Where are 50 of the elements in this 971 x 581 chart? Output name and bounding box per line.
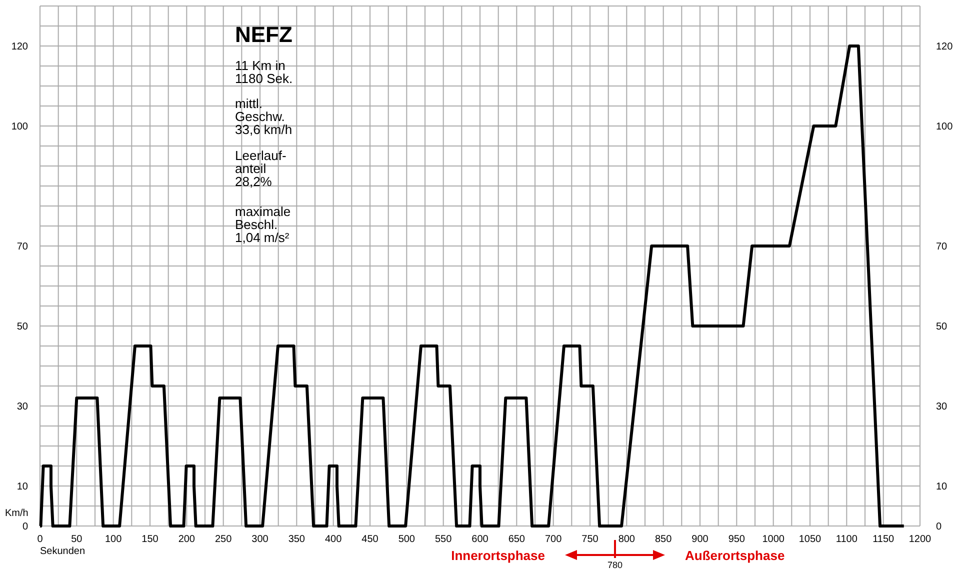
x-tick-label: 550	[434, 534, 452, 545]
y2-tick-label: 120	[936, 42, 954, 52]
y-tick-label: 30	[16, 402, 28, 412]
y-tick-label: 50	[16, 322, 28, 332]
x-tick-label: 300	[252, 534, 269, 545]
y2-tick-label: 30	[936, 402, 948, 412]
x-tick-label: 1000	[762, 534, 785, 545]
y2-tick-label: 50	[936, 322, 948, 332]
annotation: mittl. Geschw. 33,6 km/h	[235, 96, 292, 137]
x-tick-label: 800	[618, 534, 636, 545]
y2-tick-label: 70	[936, 242, 948, 252]
x-tick-label: 1200	[908, 534, 932, 545]
x-tick-label: 850	[654, 534, 672, 545]
x-tick-label: 1100	[836, 534, 858, 545]
x-tick-label: 150	[142, 534, 159, 545]
y-tick-label: 70	[16, 242, 28, 252]
y-tick-label: 100	[11, 122, 28, 132]
x-tick-label: 750	[582, 534, 599, 545]
annotation: maximale Beschl. 1,04 m/s²	[235, 204, 291, 245]
y2-tick-label: 100	[936, 122, 954, 132]
y-tick-label: 0	[22, 522, 28, 532]
x-tick-label: 100	[104, 534, 122, 545]
x-tick-label: 50	[71, 534, 83, 545]
x-tick-label: 900	[692, 534, 709, 545]
x-tick-label: 1150	[872, 534, 895, 545]
x-tick-label: 0	[37, 534, 44, 545]
x-tick-label: 250	[214, 534, 232, 545]
y-tick-label: 10	[16, 482, 28, 492]
x-tick-label: 450	[362, 534, 379, 545]
x-axis-title: Sekunden	[40, 546, 86, 557]
y2-tick-label: 0	[936, 522, 942, 532]
text: Innerortsphase	[451, 548, 545, 563]
text: Außerortsphase	[685, 548, 785, 563]
x-tick-label: 600	[472, 534, 489, 545]
x-tick-label: 200	[178, 534, 196, 545]
line-series	[38, 44, 906, 528]
x-tick-label: 350	[288, 534, 306, 545]
y-tick-label: 120	[11, 42, 28, 52]
annotation: Leerlauf- anteil 28,2%	[235, 148, 286, 189]
y-axis-title: Km/h	[5, 508, 28, 519]
x-tick-label: 650	[508, 534, 526, 545]
text: NEFZ	[235, 22, 292, 47]
x-tick-label: 700	[544, 534, 562, 545]
x-tick-label: 500	[398, 534, 416, 545]
x-tick-label: 950	[728, 534, 746, 545]
annotation: 11 Km in 1180 Sek.	[235, 58, 293, 86]
y2-tick-label: 10	[936, 482, 948, 492]
x-tick-label: 400	[324, 534, 342, 545]
text: 780	[607, 560, 623, 570]
x-tick-label: 1050	[798, 534, 822, 545]
